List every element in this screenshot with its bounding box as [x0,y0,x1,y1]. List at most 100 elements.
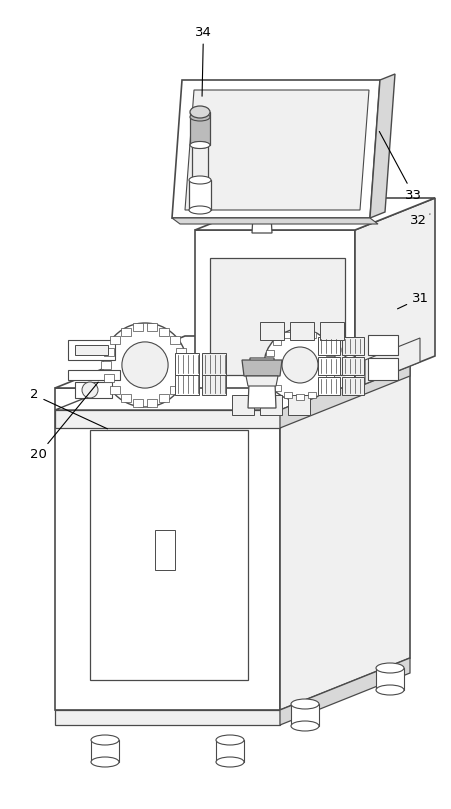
Polygon shape [283,392,291,398]
Polygon shape [266,349,273,356]
Polygon shape [175,373,198,395]
Polygon shape [369,74,394,218]
Ellipse shape [191,142,208,149]
Polygon shape [192,145,207,180]
Polygon shape [133,323,143,331]
Polygon shape [259,395,281,415]
Polygon shape [263,362,271,368]
Polygon shape [75,382,112,398]
Polygon shape [318,339,326,345]
Polygon shape [178,361,188,369]
Polygon shape [279,358,409,428]
Polygon shape [279,336,409,710]
Polygon shape [367,358,397,380]
Ellipse shape [189,106,210,118]
Ellipse shape [216,757,244,767]
Ellipse shape [375,663,403,673]
Polygon shape [341,357,363,375]
Polygon shape [110,337,120,344]
Polygon shape [120,395,130,402]
Ellipse shape [91,757,119,767]
Polygon shape [318,385,326,391]
Polygon shape [169,386,179,394]
Polygon shape [308,332,316,338]
Polygon shape [325,375,333,380]
Polygon shape [147,323,156,331]
Polygon shape [319,322,343,340]
Polygon shape [216,740,244,762]
Ellipse shape [290,699,318,709]
Polygon shape [367,335,397,355]
Polygon shape [169,337,179,344]
Polygon shape [172,80,379,218]
Circle shape [341,342,357,358]
Text: 32: 32 [409,214,429,227]
Text: 2: 2 [30,388,107,429]
Polygon shape [55,710,279,725]
Polygon shape [110,386,120,394]
Text: 33: 33 [378,131,421,201]
Polygon shape [68,370,120,380]
Polygon shape [103,348,114,356]
Polygon shape [103,375,114,382]
Ellipse shape [189,142,210,149]
Polygon shape [328,362,336,368]
Polygon shape [133,399,143,407]
Polygon shape [68,340,115,360]
Polygon shape [101,361,111,369]
Polygon shape [248,358,276,408]
Polygon shape [295,329,304,336]
Ellipse shape [290,721,318,731]
Polygon shape [318,357,339,375]
Polygon shape [295,395,304,400]
Polygon shape [259,322,283,340]
Ellipse shape [91,735,119,745]
Polygon shape [341,337,363,355]
Polygon shape [55,410,279,428]
Circle shape [281,347,318,383]
Ellipse shape [216,735,244,745]
Text: 20: 20 [30,382,98,461]
Ellipse shape [375,685,403,695]
Polygon shape [176,348,186,356]
Polygon shape [184,90,368,210]
Polygon shape [318,377,339,395]
Polygon shape [202,353,226,375]
Polygon shape [266,375,273,380]
Polygon shape [375,668,403,690]
Polygon shape [231,395,253,415]
Polygon shape [189,117,210,145]
Polygon shape [155,530,175,570]
Polygon shape [176,375,186,382]
Ellipse shape [189,176,211,184]
Polygon shape [308,392,316,398]
Polygon shape [283,332,291,338]
Polygon shape [290,322,313,340]
Polygon shape [210,258,344,375]
Polygon shape [318,337,339,355]
Ellipse shape [189,113,210,121]
Polygon shape [159,395,169,402]
Polygon shape [90,430,248,680]
Polygon shape [245,376,277,386]
Polygon shape [287,395,309,415]
Polygon shape [325,349,333,356]
Polygon shape [252,198,272,233]
Polygon shape [272,339,281,345]
Polygon shape [175,353,198,375]
Circle shape [103,323,187,407]
Polygon shape [120,328,130,336]
Polygon shape [272,385,281,391]
Polygon shape [189,180,211,210]
Polygon shape [75,345,108,355]
Polygon shape [55,388,279,710]
Text: 34: 34 [194,26,212,96]
Polygon shape [202,373,226,395]
Polygon shape [189,112,210,117]
Text: 31: 31 [396,291,428,309]
Circle shape [263,329,335,401]
Polygon shape [354,198,434,388]
Polygon shape [55,358,409,410]
Polygon shape [364,338,419,384]
Polygon shape [147,399,156,407]
